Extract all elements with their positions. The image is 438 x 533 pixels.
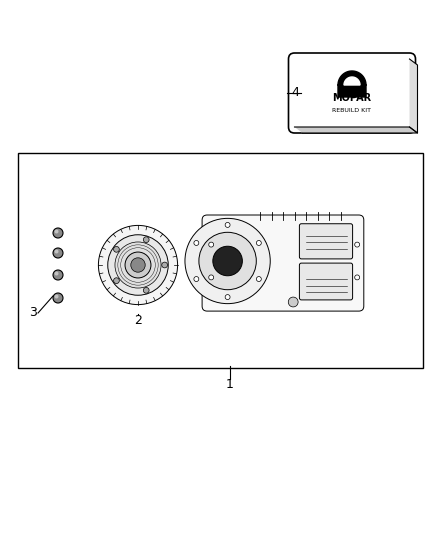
Circle shape: [199, 232, 256, 290]
Circle shape: [209, 242, 214, 247]
Circle shape: [53, 270, 63, 280]
Circle shape: [53, 248, 63, 258]
Circle shape: [125, 252, 151, 278]
Circle shape: [213, 246, 242, 276]
Circle shape: [355, 242, 360, 247]
Circle shape: [113, 278, 119, 284]
FancyBboxPatch shape: [300, 263, 353, 300]
Circle shape: [54, 271, 59, 276]
Ellipse shape: [99, 225, 177, 304]
FancyBboxPatch shape: [300, 224, 353, 259]
Circle shape: [131, 258, 145, 272]
Text: 2: 2: [134, 313, 142, 327]
FancyBboxPatch shape: [289, 53, 416, 133]
Polygon shape: [344, 77, 360, 85]
Circle shape: [288, 297, 298, 307]
Circle shape: [194, 240, 199, 245]
Polygon shape: [410, 59, 417, 133]
Circle shape: [225, 222, 230, 228]
Circle shape: [113, 246, 119, 252]
Circle shape: [225, 295, 230, 300]
Circle shape: [143, 287, 149, 293]
Circle shape: [143, 237, 149, 243]
Circle shape: [54, 249, 59, 254]
Text: 1: 1: [226, 378, 234, 392]
Circle shape: [209, 275, 214, 280]
Circle shape: [256, 240, 261, 245]
Polygon shape: [338, 71, 366, 97]
Text: 3: 3: [29, 306, 37, 319]
Polygon shape: [294, 127, 417, 133]
Circle shape: [256, 277, 261, 281]
Circle shape: [194, 277, 199, 281]
Circle shape: [355, 275, 360, 280]
Circle shape: [162, 262, 167, 268]
FancyBboxPatch shape: [202, 215, 364, 311]
Text: MOPAR: MOPAR: [332, 93, 371, 103]
Circle shape: [53, 293, 63, 303]
Circle shape: [108, 235, 168, 295]
Circle shape: [54, 230, 59, 233]
Circle shape: [53, 228, 63, 238]
Bar: [18, 153, 423, 368]
Circle shape: [54, 295, 59, 298]
Text: 4: 4: [291, 86, 299, 100]
Text: REBUILD KIT: REBUILD KIT: [332, 109, 371, 114]
Circle shape: [115, 242, 161, 288]
Circle shape: [185, 219, 270, 304]
